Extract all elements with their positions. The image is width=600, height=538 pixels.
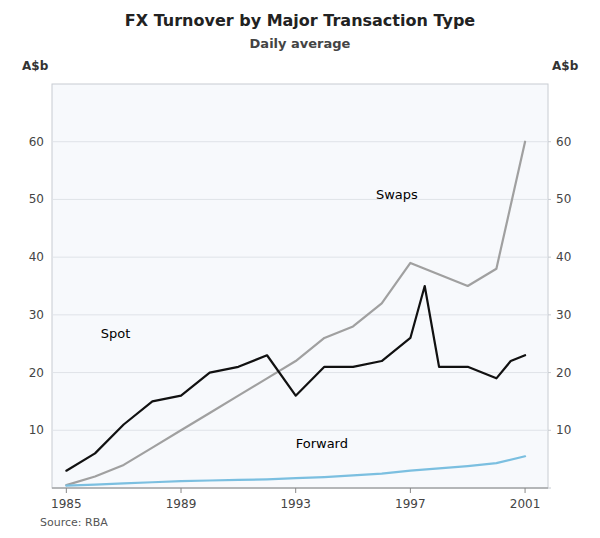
grid-line — [52, 141, 548, 142]
subtitle: Daily average — [250, 36, 351, 51]
annotation: Spot — [101, 326, 131, 341]
x-tick-label: 1993 — [280, 497, 311, 511]
x-tick — [181, 488, 182, 493]
series-line — [66, 456, 525, 485]
y2-axis-label: A$b — [552, 59, 579, 73]
y-tick-label: 30 — [29, 308, 44, 322]
y2-tick-label: 40 — [556, 250, 571, 264]
y2-tick — [548, 141, 551, 142]
grid-line — [52, 488, 548, 489]
series-group — [66, 142, 525, 486]
y2-tick-label: 30 — [556, 308, 571, 322]
y2-tick — [548, 488, 551, 489]
x-tick-label: 1997 — [395, 497, 426, 511]
y2-tick — [548, 314, 551, 315]
y-tick-label: 10 — [29, 423, 44, 437]
x-tick — [66, 488, 67, 493]
y2-tick-label: 50 — [556, 192, 571, 206]
y-axis-label: A$b — [22, 59, 49, 73]
grid-line — [52, 314, 548, 315]
x-tick-label: 1989 — [166, 497, 197, 511]
y-tick-label: 50 — [29, 192, 44, 206]
x-tick — [525, 488, 526, 493]
grid-line — [52, 430, 548, 431]
x-axis-line — [52, 488, 548, 489]
series-line — [66, 286, 525, 471]
y2-tick — [548, 199, 551, 200]
y-tick-label: 40 — [29, 250, 44, 264]
series-line — [66, 142, 525, 485]
y2-tick-label: 60 — [556, 135, 571, 149]
grid-line — [52, 372, 548, 373]
y-tick-label: 60 — [29, 135, 44, 149]
annotation: Forward — [296, 436, 348, 451]
y2-tick — [548, 257, 551, 258]
grid-line — [52, 257, 548, 258]
y2-tick-label: 20 — [556, 366, 571, 380]
x-tick-label: 1985 — [51, 497, 82, 511]
y-tick-label: 20 — [29, 366, 44, 380]
annotation: Swaps — [376, 187, 418, 202]
plot-frame — [52, 84, 548, 488]
x-tick — [295, 488, 296, 493]
grid — [52, 142, 548, 488]
y2-tick — [548, 372, 551, 373]
x-tick-label: 2001 — [510, 497, 541, 511]
x-tick — [410, 488, 411, 493]
title: FX Turnover by Major Transaction Type — [125, 11, 476, 30]
source: Source: RBA — [40, 516, 108, 529]
y2-tick-label: 10 — [556, 423, 571, 437]
grid-line — [52, 199, 548, 200]
chart: FX Turnover by Major Transaction Type Dai… — [0, 0, 600, 538]
y2-tick — [548, 430, 551, 431]
